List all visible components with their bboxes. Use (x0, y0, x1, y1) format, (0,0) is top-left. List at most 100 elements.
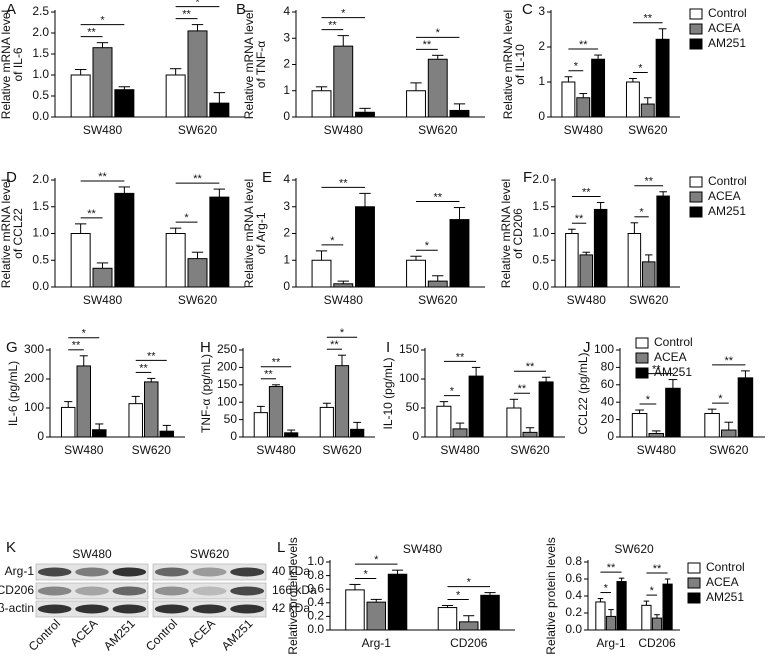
blot-band (154, 604, 189, 614)
significance-label: ** (433, 191, 442, 203)
y-axis-label: Relative mRNA level (242, 179, 256, 288)
y-tick-label: 0.4 (307, 595, 324, 609)
y-tick-label: 100 (399, 371, 419, 385)
bar (642, 261, 656, 288)
bar (737, 377, 754, 438)
bar (333, 283, 354, 288)
bar (284, 432, 299, 438)
significance-label: ** (330, 339, 339, 351)
significance-label: ** (328, 20, 337, 32)
bar (334, 365, 350, 438)
significance-label: ** (87, 27, 96, 39)
panel-label: A (6, 1, 16, 18)
bar (631, 413, 648, 438)
y-tick-label: 0.0 (565, 622, 582, 636)
bar (468, 375, 484, 438)
significance-label: ** (644, 176, 653, 188)
bar (662, 583, 673, 631)
bar (319, 406, 334, 438)
bar (595, 601, 606, 631)
y-axis-label: Relative mRNA level (501, 10, 515, 119)
panel-label: J (583, 339, 591, 356)
y-tick-label: 0.0 (32, 279, 49, 293)
blot-band (154, 586, 189, 596)
panel-label: B (236, 1, 246, 18)
y-axis-label: of TNF-α (254, 41, 268, 88)
y-tick-label: 3 (283, 199, 290, 213)
significance-label: ** (193, 173, 202, 185)
bar (406, 90, 426, 118)
size-label: 166 kDa (272, 583, 317, 597)
panel-label: F (523, 169, 532, 186)
size-label: 42 kDa (272, 601, 310, 615)
legend-swatch (689, 191, 703, 203)
panel-label: E (262, 169, 272, 186)
significance-label: ** (456, 351, 465, 363)
bar (655, 38, 670, 118)
x-tick-label: SW620 (178, 293, 218, 307)
y-tick-label: 2 (283, 226, 290, 240)
y-tick-label: 3 (283, 30, 290, 44)
significance-label: * (330, 235, 335, 247)
significance-label: * (467, 577, 472, 589)
y-axis-label: TNF-α (pg/mL) (199, 354, 213, 433)
protein-label: CD206 (0, 583, 34, 597)
x-tick-label: SW480 (324, 293, 364, 307)
y-tick-label: 0.6 (307, 581, 324, 595)
significance-label: * (195, 0, 200, 9)
blot-band (75, 567, 109, 577)
cell-line-label: SW480 (72, 547, 112, 561)
protein-label: β-actin (0, 601, 34, 615)
y-tick-label: 250 (217, 342, 237, 356)
significance-label: * (436, 27, 441, 39)
x-tick-label: SW620 (709, 443, 749, 457)
blot-band (75, 586, 109, 596)
y-axis-label: Relative mRNA level (499, 179, 513, 288)
y-tick-label: 150 (399, 342, 419, 356)
significance-label: * (340, 327, 345, 339)
bar (70, 233, 91, 288)
bar (114, 192, 135, 288)
bar (128, 403, 143, 438)
y-tick-label: 0.2 (307, 609, 324, 623)
y-tick-label: 0.5 (532, 252, 549, 266)
y-tick-label: 80 (601, 360, 615, 374)
significance-label: ** (526, 361, 535, 373)
blot-band (230, 567, 265, 577)
y-tick-label: 0.4 (565, 588, 582, 602)
blot-background (152, 563, 267, 581)
significance-label: * (425, 240, 430, 252)
legend-label: Control (654, 335, 693, 349)
x-tick-label: SW480 (83, 293, 123, 307)
significance-label: * (574, 61, 579, 73)
bar (452, 428, 468, 438)
significance-label: * (604, 582, 609, 594)
panel-label: C (522, 1, 533, 18)
significance-label: ** (264, 369, 273, 381)
y-tick-label: 200 (217, 360, 237, 374)
x-tick-label: SW620 (178, 123, 218, 137)
legend-label: ACEA (708, 21, 741, 35)
bar (350, 428, 365, 438)
significance-label: * (718, 393, 723, 405)
cell-line-label: SW620 (190, 547, 230, 561)
y-axis-label: Relative protein levels (544, 537, 558, 654)
significance-label: * (638, 62, 643, 74)
significance-label: ** (724, 355, 733, 367)
bar (345, 589, 365, 631)
legend-label: Control (706, 560, 745, 574)
significance-label: ** (182, 9, 191, 21)
legend-swatch (689, 206, 703, 218)
significance-label: * (650, 585, 655, 597)
panel-label: H (200, 339, 211, 356)
bar (355, 111, 375, 118)
bar (355, 206, 375, 288)
x-tick-label: SW480 (564, 123, 604, 137)
significance-label: ** (579, 39, 588, 51)
legend-label: ACEA (654, 350, 687, 364)
y-tick-label: 0 (412, 429, 419, 443)
panel-label: L (277, 539, 285, 556)
lane-label: ACEA (67, 616, 100, 649)
bar (480, 594, 500, 631)
y-axis-label: IL-6 (pg/mL) (6, 361, 20, 426)
